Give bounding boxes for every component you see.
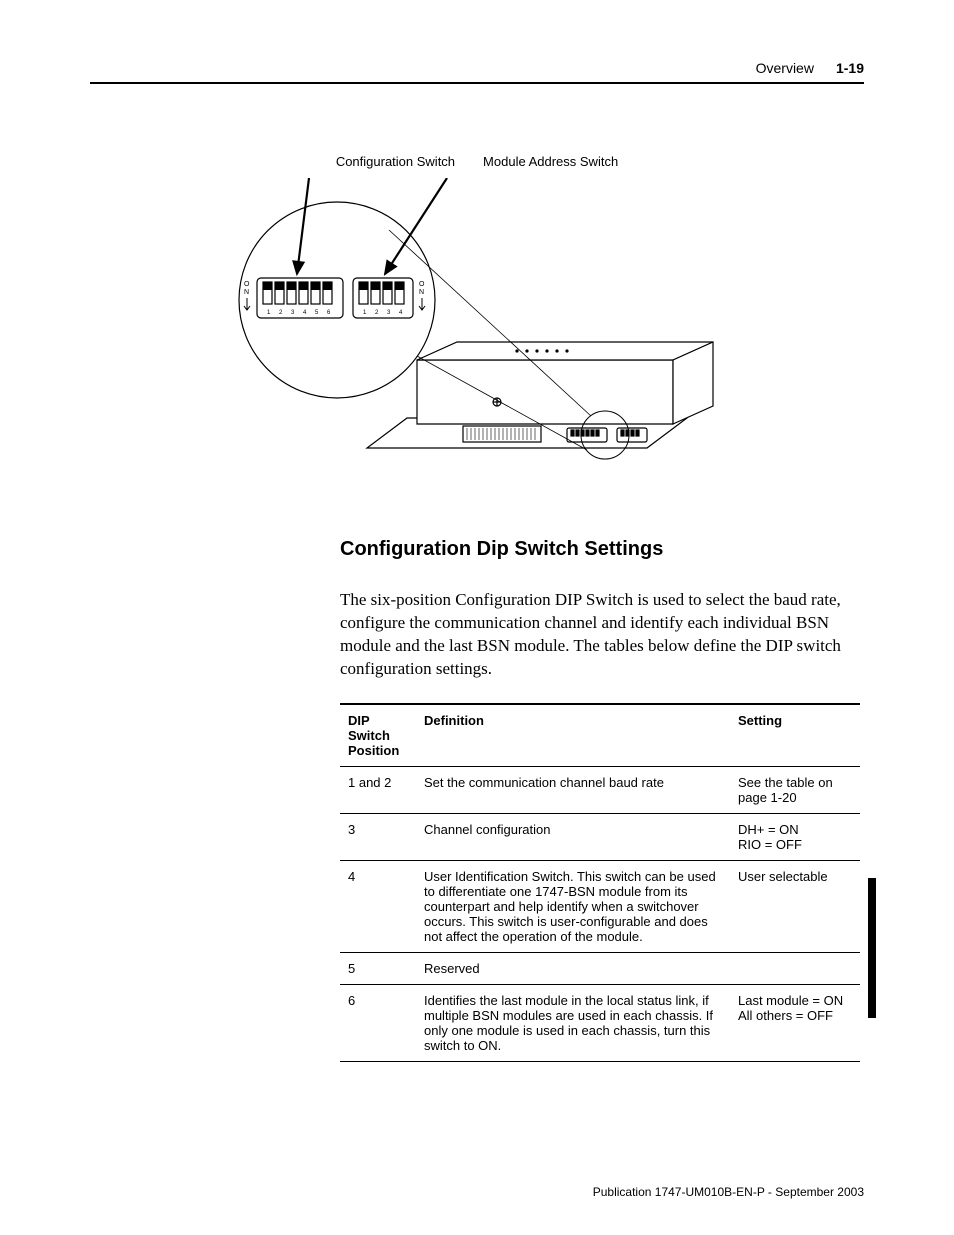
header-rule	[90, 82, 864, 84]
page-edge-tab	[868, 878, 876, 1018]
cell-pos: 6	[340, 984, 416, 1061]
cell-set: User selectable	[730, 860, 860, 952]
cell-def: Identifies the last module in the local …	[416, 984, 730, 1061]
footer-publication: Publication 1747-UM010B-EN-P - September…	[593, 1185, 864, 1199]
th-definition: Definition	[416, 704, 730, 767]
th-position: DIP Switch Position	[340, 704, 416, 767]
cell-set: See the table on page 1-20	[730, 766, 860, 813]
svg-text:O: O	[419, 281, 425, 288]
switch-diagram: Configuration Switch Module Address Swit…	[217, 154, 737, 484]
cell-pos: 1 and 2	[340, 766, 416, 813]
cell-def: Set the communication channel baud rate	[416, 766, 730, 813]
body-paragraph: The six-position Configuration DIP Switc…	[340, 589, 860, 681]
cell-def: Reserved	[416, 952, 730, 984]
page-header: Overview 1-19	[90, 60, 864, 76]
config-switch-label: Configuration Switch	[336, 154, 455, 169]
cell-set: Last module = ON All others = OFF	[730, 984, 860, 1061]
cell-pos: 4	[340, 860, 416, 952]
cell-def: Channel configuration	[416, 813, 730, 860]
table-row: 6 Identifies the last module in the loca…	[340, 984, 860, 1061]
header-page: 1-19	[836, 60, 864, 76]
th-setting: Setting	[730, 704, 860, 767]
cell-def: User Identification Switch. This switch …	[416, 860, 730, 952]
table-row: 3 Channel configuration DH+ = ON RIO = O…	[340, 813, 860, 860]
cell-pos: 3	[340, 813, 416, 860]
section-title: Configuration Dip Switch Settings	[340, 538, 864, 561]
dip-switch-table: DIP Switch Position Definition Setting 1…	[340, 703, 860, 1062]
module-address-label: Module Address Switch	[483, 154, 618, 169]
table-row: 1 and 2 Set the communication channel ba…	[340, 766, 860, 813]
table-row: 5 Reserved	[340, 952, 860, 984]
cell-set	[730, 952, 860, 984]
cell-pos: 5	[340, 952, 416, 984]
svg-text:O: O	[244, 281, 250, 288]
svg-text:N: N	[244, 289, 249, 296]
cell-set: DH+ = ON RIO = OFF	[730, 813, 860, 860]
table-row: 4 User Identification Switch. This switc…	[340, 860, 860, 952]
header-section: Overview	[756, 60, 814, 76]
svg-text:N: N	[419, 289, 424, 296]
diagram-svg: 1 2 3 4 5 6 O N 1 2 3 4 O	[217, 178, 737, 484]
